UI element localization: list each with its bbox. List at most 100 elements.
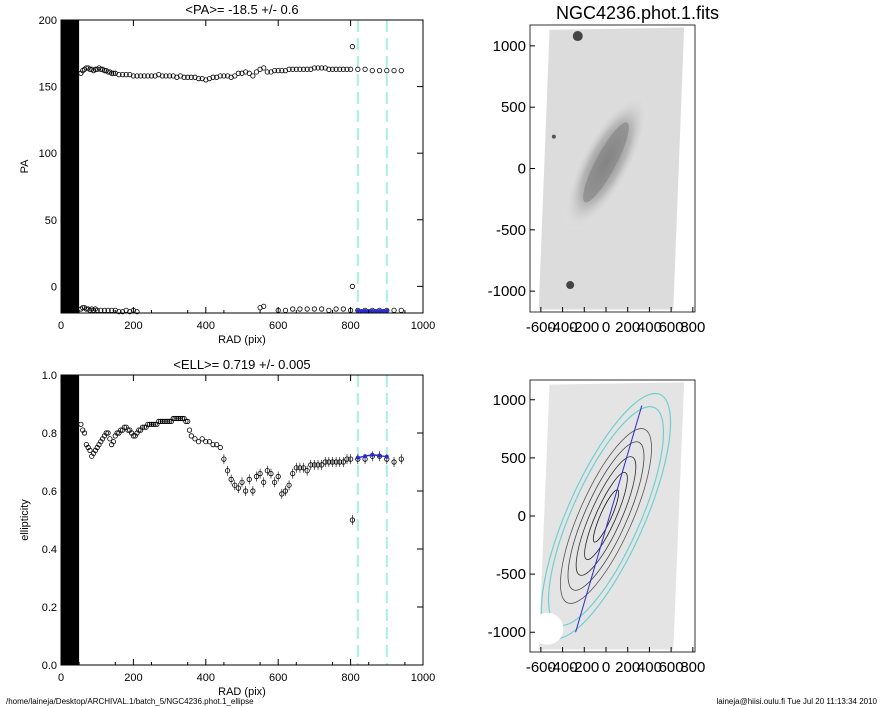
x-tick-label: 0 bbox=[58, 672, 64, 684]
data-point bbox=[177, 415, 184, 422]
data-point bbox=[188, 433, 194, 439]
data-point bbox=[203, 439, 209, 445]
data-point bbox=[315, 65, 321, 71]
masked-region bbox=[531, 612, 564, 645]
x-tick-label: 400 bbox=[197, 672, 215, 684]
data-point bbox=[300, 66, 307, 72]
plot-frame bbox=[60, 19, 424, 314]
data-point bbox=[290, 306, 296, 312]
x-tick-label: 400 bbox=[637, 659, 662, 676]
data-point bbox=[116, 72, 122, 78]
data-point bbox=[165, 418, 171, 424]
data-point bbox=[105, 430, 111, 436]
x-tick-label: 1000 bbox=[411, 320, 435, 332]
data-point bbox=[210, 74, 216, 80]
fit-point bbox=[384, 454, 389, 459]
x-axis-label: RAD (pix) bbox=[218, 334, 266, 346]
data-point bbox=[163, 418, 169, 424]
x-tick-label: 600 bbox=[659, 319, 684, 336]
data-point bbox=[398, 68, 404, 74]
data-point bbox=[264, 69, 270, 75]
x-tick-label: 400 bbox=[197, 320, 215, 332]
inner-region-mask bbox=[61, 20, 80, 313]
data-point bbox=[174, 415, 180, 422]
data-point bbox=[87, 447, 93, 453]
fit-point bbox=[370, 309, 375, 314]
data-point bbox=[185, 418, 191, 424]
data-point bbox=[271, 68, 278, 74]
data-point bbox=[167, 418, 173, 424]
data-point bbox=[170, 415, 176, 422]
data-point bbox=[110, 70, 117, 76]
y-tick-label: 0 bbox=[518, 161, 526, 178]
data-point bbox=[232, 73, 238, 79]
fit-point bbox=[363, 309, 368, 314]
data-point bbox=[136, 427, 142, 433]
data-point bbox=[261, 303, 267, 309]
y-tick-label: -1000 bbox=[488, 624, 526, 641]
x-tick-label: -200 bbox=[569, 319, 599, 336]
data-point bbox=[369, 68, 375, 74]
data-point bbox=[214, 441, 220, 448]
data-point bbox=[139, 424, 146, 430]
data-point bbox=[347, 66, 354, 72]
data-point bbox=[311, 65, 317, 71]
data-point bbox=[362, 66, 368, 72]
y-tick-label: -500 bbox=[496, 222, 526, 239]
data-point bbox=[125, 427, 131, 433]
data-point bbox=[81, 430, 88, 436]
fit-point bbox=[370, 452, 375, 457]
x-tick-label: 1000 bbox=[411, 672, 435, 684]
x-tick-label: 600 bbox=[659, 659, 684, 676]
x-tick-label: 600 bbox=[269, 320, 287, 332]
data-point bbox=[326, 66, 332, 72]
data-point bbox=[210, 441, 216, 448]
data-point bbox=[297, 66, 303, 72]
fit-point bbox=[377, 309, 382, 314]
x-tick-label: -400 bbox=[548, 659, 578, 676]
data-point bbox=[235, 70, 241, 76]
y-tick-label: -500 bbox=[496, 566, 526, 583]
data-point bbox=[176, 415, 182, 422]
fit-point bbox=[373, 309, 378, 314]
data-point bbox=[159, 418, 165, 424]
data-point bbox=[159, 73, 165, 79]
y-tick-label: 0 bbox=[51, 281, 57, 293]
x-tick-label: -600 bbox=[526, 319, 556, 336]
y-tick-label: 100 bbox=[39, 148, 57, 160]
data-point bbox=[116, 309, 122, 315]
y-axis-label: ellipticity bbox=[19, 499, 31, 541]
plot-title: <ELL>= 0.719 +/- 0.005 bbox=[173, 357, 310, 372]
data-point bbox=[311, 306, 317, 312]
y-tick-label: 1000 bbox=[493, 392, 526, 409]
data-point bbox=[398, 307, 404, 313]
data-point bbox=[192, 436, 198, 442]
data-point bbox=[123, 72, 129, 78]
x-tick-label: 0 bbox=[58, 320, 64, 332]
plot-title: <PA>= -18.5 +/- 0.6 bbox=[185, 2, 298, 17]
fit-point bbox=[355, 455, 360, 460]
data-point bbox=[195, 439, 202, 445]
data-point bbox=[148, 73, 155, 79]
plot-2: <ELL>= 0.719 +/- 0.005 0 200 400 600 800 1000 0… bbox=[19, 357, 435, 698]
data-point bbox=[130, 433, 136, 439]
x-tick-label: 200 bbox=[615, 319, 640, 336]
y-tick-label: 0.4 bbox=[42, 544, 57, 556]
data-point bbox=[179, 415, 185, 422]
data-point bbox=[188, 74, 194, 80]
data-point bbox=[141, 73, 147, 79]
y-tick-label: 1.0 bbox=[42, 370, 57, 382]
fit-point bbox=[359, 309, 364, 314]
data-point bbox=[181, 74, 187, 80]
data-point bbox=[329, 66, 336, 72]
isophote-contour bbox=[560, 428, 652, 604]
data-point bbox=[110, 439, 117, 445]
x-tick-label: 0 bbox=[602, 319, 610, 336]
data-point bbox=[206, 439, 213, 445]
data-point bbox=[355, 66, 361, 72]
fit-point bbox=[381, 309, 386, 314]
star bbox=[566, 281, 575, 290]
data-point bbox=[290, 66, 296, 72]
y-tick-label: 150 bbox=[39, 82, 57, 94]
x-tick-label: 200 bbox=[124, 320, 142, 332]
